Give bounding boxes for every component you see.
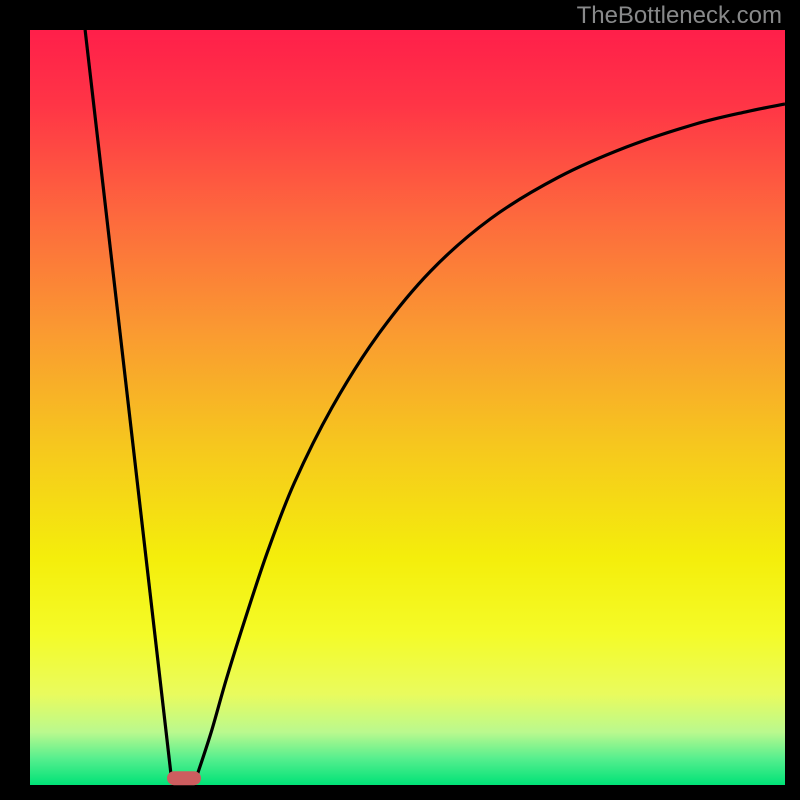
bottleneck-chart [0, 0, 800, 800]
optimal-marker [167, 771, 201, 785]
watermark-text: TheBottleneck.com [577, 2, 782, 30]
plot-background [30, 30, 785, 785]
